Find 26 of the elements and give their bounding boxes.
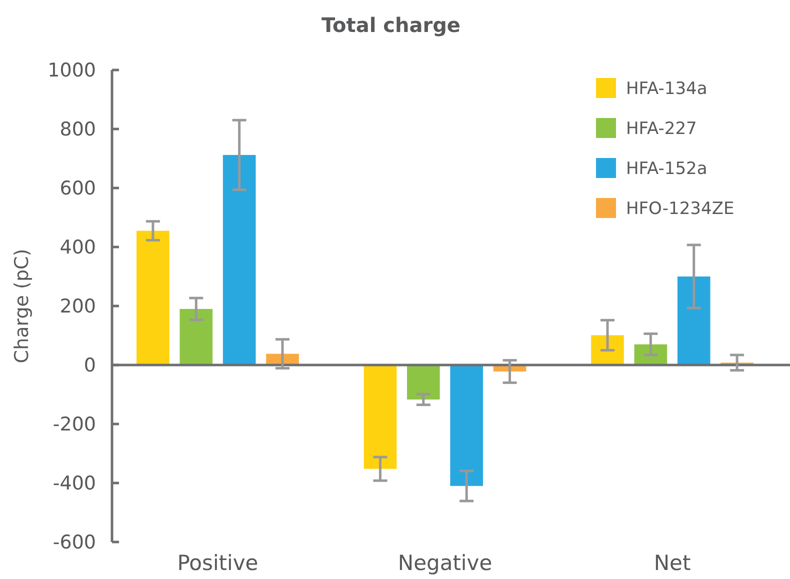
y-tick-label: 200 — [60, 296, 96, 318]
x-tick-label: Negative — [398, 551, 492, 575]
bar — [591, 335, 624, 365]
y-tick-label: 600 — [60, 178, 96, 200]
y-tick-label: -200 — [52, 414, 96, 436]
legend-label: HFO-1234ZE — [626, 198, 734, 219]
legend-label: HFA-152a — [626, 158, 708, 179]
x-tick-label: Net — [654, 551, 691, 575]
bar — [407, 365, 440, 400]
y-tick-label: -600 — [52, 532, 96, 554]
y-tick-label: 800 — [60, 118, 96, 141]
y-tick-label: 1000 — [48, 60, 96, 82]
x-tick-label: Positive — [177, 551, 258, 575]
chart-title: Total charge — [322, 13, 460, 37]
y-tick-label: 0 — [84, 354, 96, 377]
bar — [222, 154, 256, 365]
y-axis-title: Charge (pC) — [11, 248, 33, 364]
bar — [364, 365, 397, 469]
bar — [677, 276, 710, 365]
y-tick-label: 400 — [60, 236, 96, 259]
y-tick-label: -400 — [52, 472, 96, 495]
bar — [136, 230, 170, 365]
bar — [450, 365, 483, 486]
bar — [180, 308, 213, 365]
legend-label: HFA-134a — [626, 78, 708, 99]
legend-label: HFA-227 — [626, 118, 697, 139]
